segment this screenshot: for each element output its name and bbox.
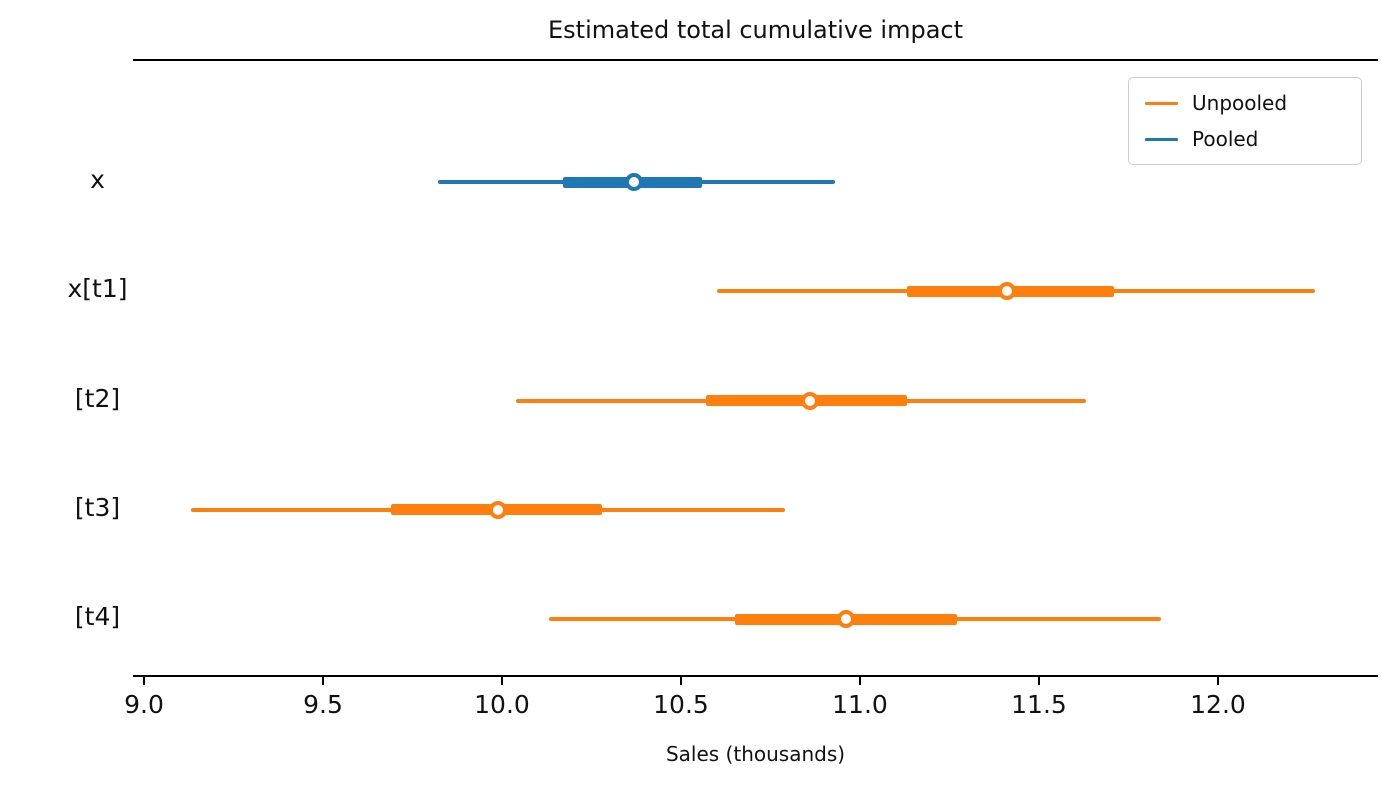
- x-tick-label: 11.5: [1011, 690, 1067, 719]
- x-tick-label: 10.0: [474, 690, 530, 719]
- legend-label-unpooled: Unpooled: [1192, 91, 1288, 115]
- x-axis-spine: [133, 675, 1378, 677]
- mean-marker: [625, 173, 644, 191]
- mean-marker: [800, 391, 819, 410]
- x-tick-label: 11.0: [832, 690, 888, 719]
- x-tick-mark: [1217, 677, 1219, 685]
- x-tick-mark: [680, 677, 682, 685]
- y-tick-label: x[t1]: [67, 274, 128, 304]
- y-tick-label: [t4]: [74, 602, 121, 631]
- x-tick-mark: [322, 677, 324, 685]
- legend: Unpooled Pooled: [1128, 77, 1362, 165]
- x-tick-mark: [1038, 677, 1040, 685]
- x-tick-label: 9.5: [303, 690, 343, 719]
- mean-marker: [489, 500, 508, 519]
- x-tick-label: 9.0: [124, 690, 164, 719]
- x-tick-label: 12.0: [1190, 690, 1246, 719]
- legend-entry-pooled: Pooled: [1129, 125, 1361, 153]
- x-axis-label: Sales (thousands): [665, 742, 846, 766]
- top-spine: [133, 59, 1378, 61]
- pooled-line-swatch: [1145, 137, 1178, 141]
- y-tick-label: x: [90, 165, 105, 194]
- x-tick-mark: [501, 677, 503, 685]
- y-tick-label: [t3]: [74, 492, 121, 522]
- mean-marker: [836, 610, 855, 628]
- mean-marker: [997, 282, 1016, 301]
- x-tick-mark: [143, 677, 145, 685]
- unpooled-line-swatch: [1145, 101, 1178, 105]
- x-tick-label: 10.5: [653, 690, 709, 719]
- legend-entry-unpooled: Unpooled: [1129, 89, 1361, 117]
- legend-label-pooled: Pooled: [1192, 127, 1259, 151]
- x-tick-mark: [859, 677, 861, 685]
- chart-title: Estimated total cumulative impact: [547, 16, 964, 44]
- y-tick-label: [t2]: [74, 383, 121, 413]
